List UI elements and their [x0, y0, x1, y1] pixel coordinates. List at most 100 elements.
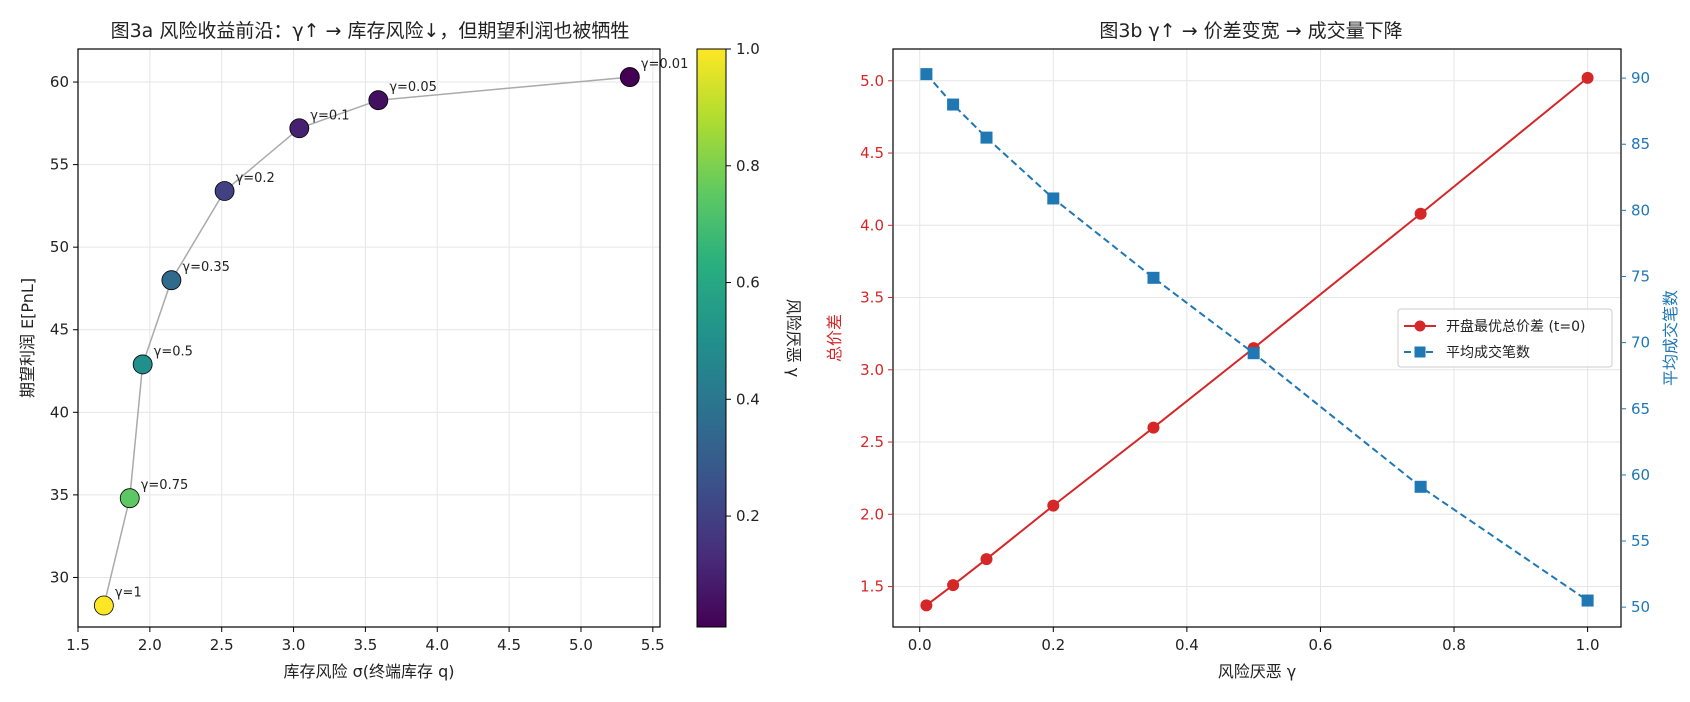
colorbar-tick-label: 0.2 — [736, 507, 760, 525]
left-y-tick-label: 3.0 — [860, 361, 884, 379]
legend-marker-trades — [1414, 346, 1426, 358]
right-y-tick-label: 60 — [1631, 466, 1650, 484]
x-tick-label: 0.8 — [1442, 636, 1466, 654]
spread-marker — [920, 599, 933, 612]
chart-a-plot-frame — [77, 48, 661, 628]
x-tick-label: 1.5 — [66, 636, 90, 654]
left-y-tick-label: 1.5 — [860, 578, 884, 596]
colorbar — [696, 48, 727, 628]
right-y-tick-label: 80 — [1631, 201, 1650, 219]
y-tick-label: 30 — [50, 568, 69, 586]
y-tick-label: 45 — [50, 321, 69, 339]
trades-marker — [920, 68, 933, 81]
colorbar-tick-label: 0.4 — [736, 390, 760, 408]
data-point — [119, 488, 140, 509]
chart-b-left-y-ticks: 1.5 2.0 2.5 3.0 3.5 4.0 4.5 5.0 — [860, 72, 893, 596]
point-annotation: γ=1 — [115, 586, 142, 601]
data-point — [93, 595, 114, 616]
y-tick-label: 60 — [50, 73, 69, 91]
spread-marker — [947, 579, 960, 592]
point-annotation: γ=0.5 — [154, 344, 193, 359]
chart-b-left-y-label: 总价差 — [825, 314, 844, 362]
left-y-tick-label: 4.0 — [860, 216, 884, 234]
y-tick-label: 40 — [50, 403, 69, 421]
chart-a: 图3a 风险收益前沿：γ↑ → 库存风险↓，但期望利润也被牺牲 γ=0.01 γ=… — [18, 20, 803, 681]
series-line-spread — [925, 77, 1589, 607]
chart-b: 图3b γ↑ → 价差变宽 → 成交量下降 0.0 0.2 0.4 0.6 0.8 1.0… — [825, 20, 1680, 681]
x-tick-label: 0.6 — [1309, 636, 1333, 654]
spread-marker — [1047, 499, 1060, 512]
chart-a-title: 图3a 风险收益前沿：γ↑ → 库存风险↓，但期望利润也被牺牲 — [111, 20, 630, 42]
chart-b-right-y-ticks: 50 55 60 65 70 75 80 85 90 — [1621, 69, 1650, 616]
trades-marker — [1581, 594, 1594, 607]
right-y-tick-label: 65 — [1631, 400, 1650, 418]
left-y-tick-label: 4.5 — [860, 144, 884, 162]
colorbar-tick-label: 0.6 — [736, 274, 760, 292]
left-y-tick-label: 2.5 — [860, 433, 884, 451]
data-point — [368, 90, 389, 111]
colorbar-ticks: 0.2 0.4 0.6 0.8 1.0 — [726, 40, 760, 525]
chart-b-markers — [920, 68, 1594, 612]
point-annotation: γ=0.35 — [182, 260, 230, 275]
point-annotation: γ=0.2 — [236, 171, 275, 186]
left-y-tick-label: 5.0 — [860, 72, 884, 90]
legend-label-spread: 开盘最优总价差 (t=0) — [1446, 318, 1586, 335]
y-tick-label: 35 — [50, 486, 69, 504]
left-y-tick-label: 3.5 — [860, 289, 884, 307]
legend-box — [1397, 308, 1613, 368]
right-y-tick-label: 90 — [1631, 69, 1650, 87]
chart-a-frontier-line — [103, 76, 630, 606]
legend-marker-spread — [1414, 320, 1426, 332]
right-y-tick-label: 50 — [1631, 598, 1650, 616]
x-tick-label: 5.5 — [641, 636, 665, 654]
x-tick-label: 2.5 — [210, 636, 234, 654]
spread-marker — [1414, 207, 1427, 220]
chart-a-y-ticks: 30 35 40 45 50 55 60 — [50, 73, 78, 586]
trades-marker — [980, 131, 993, 144]
x-tick-label: 4.0 — [425, 636, 449, 654]
colorbar-tick-label: 0.8 — [736, 157, 760, 175]
data-point — [214, 181, 235, 201]
x-tick-label: 3.0 — [282, 636, 306, 654]
chart-b-plot-frame — [892, 48, 1622, 628]
chart-b-grid — [893, 49, 1621, 627]
colorbar-tick-label: 1.0 — [736, 40, 760, 58]
trades-marker — [1147, 271, 1160, 284]
x-tick-label: 3.5 — [353, 636, 377, 654]
chart-b-x-label: 风险厌恶 γ — [1218, 662, 1297, 681]
chart-a-annotations: γ=0.01 γ=0.05 γ=0.1 γ=0.2 γ=0.35 γ=0.5 γ=0.75 γ… — [115, 57, 688, 600]
chart-b-x-ticks: 0.0 0.2 0.4 0.6 0.8 1.0 — [908, 627, 1600, 654]
y-tick-label: 55 — [50, 156, 69, 174]
spread-marker — [1147, 421, 1160, 434]
chart-a-y-label: 期望利润 E[PnL] — [18, 278, 37, 398]
spread-marker — [980, 553, 993, 566]
data-point — [289, 118, 310, 139]
colorbar-label: 风险厌恶 γ — [784, 299, 803, 378]
spread-marker — [1581, 71, 1594, 84]
right-y-tick-label: 55 — [1631, 532, 1650, 550]
right-y-tick-label: 85 — [1631, 135, 1650, 153]
right-y-tick-label: 70 — [1631, 334, 1650, 352]
chart-b-right-y-label: 平均成交笔数 — [1661, 290, 1680, 386]
x-tick-label: 4.5 — [497, 636, 521, 654]
chart-a-grid — [77, 49, 660, 627]
trades-marker — [947, 98, 960, 111]
x-tick-label: 0.2 — [1041, 636, 1065, 654]
chart-a-x-label: 库存风险 σ(终端库存 q) — [284, 662, 455, 681]
y-tick-label: 50 — [50, 238, 69, 256]
point-annotation: γ=0.1 — [310, 108, 349, 123]
data-point — [132, 354, 153, 375]
left-y-tick-label: 2.0 — [860, 505, 884, 523]
chart-b-title: 图3b γ↑ → 价差变宽 → 成交量下降 — [1099, 20, 1402, 42]
chart-a-points — [93, 67, 640, 616]
x-tick-label: 0.0 — [908, 636, 932, 654]
x-tick-label: 1.0 — [1576, 636, 1600, 654]
point-annotation: γ=0.75 — [141, 478, 189, 493]
point-annotation: γ=0.01 — [641, 57, 689, 72]
trades-marker — [1047, 192, 1060, 205]
data-point — [161, 270, 182, 291]
chart-b-legend: 开盘最优总价差 (t=0) 平均成交笔数 — [1397, 308, 1613, 368]
x-tick-label: 2.0 — [138, 636, 162, 654]
chart-a-x-ticks: 1.5 2.0 2.5 3.0 3.5 4.0 4.5 5.0 5.5 — [66, 627, 665, 654]
